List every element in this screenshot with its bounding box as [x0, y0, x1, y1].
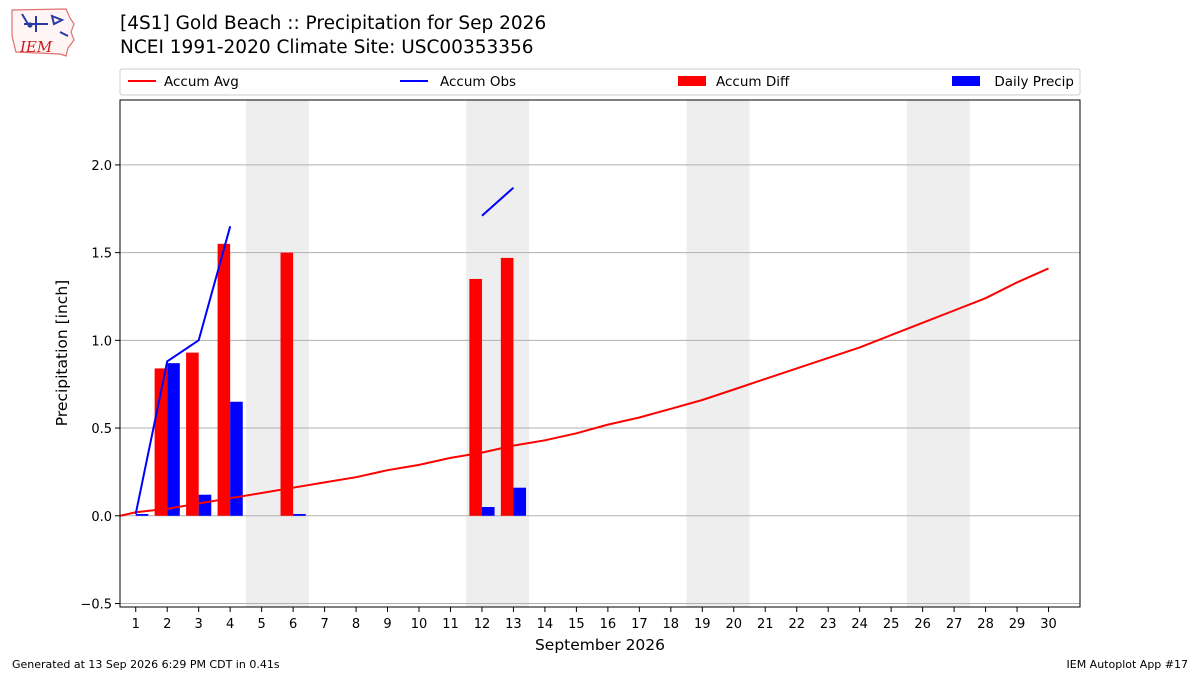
x-tick-label: 15 [568, 617, 585, 632]
x-axis-label: September 2026 [535, 636, 665, 654]
bar-series [135, 243, 527, 516]
daily-precip-bar [481, 507, 495, 516]
x-tick-label: 7 [320, 617, 328, 632]
x-tick-label: 14 [537, 617, 554, 632]
logo-text: IEM [19, 38, 53, 56]
weekend-shading [245, 100, 970, 607]
x-tick-label: 30 [1040, 617, 1057, 632]
chart-subtitle: NCEI 1991-2020 Climate Site: USC00353356 [120, 37, 534, 58]
legend: Accum Avg Accum Obs Accum Diff Daily Precip [119, 68, 1081, 96]
legend-swatch-daily-precip [952, 76, 980, 86]
grid-lines [120, 164, 1080, 604]
x-tick-label: 13 [505, 617, 522, 632]
accum-diff-bar [217, 243, 231, 516]
x-tick-label: 9 [383, 617, 391, 632]
x-tick-label: 1 [132, 617, 140, 632]
daily-precip-bar [293, 514, 306, 516]
x-tick-label: 3 [195, 617, 203, 632]
x-tick-label: 12 [474, 617, 491, 632]
accum-diff-bar [500, 257, 514, 516]
app-label: IEM Autoplot App #17 [1066, 658, 1189, 671]
legend-label-accum-diff: Accum Diff [716, 74, 790, 90]
weekend-band-4 [906, 100, 970, 607]
daily-precip-bar [198, 494, 212, 516]
x-tick-label: 26 [914, 617, 931, 632]
accum-diff-bar [469, 278, 482, 516]
x-tick-label: 22 [788, 617, 805, 632]
x-tick-label: 24 [851, 617, 868, 632]
y-tick-label: −0.5 [80, 597, 112, 612]
y-axis-label: Precipitation [inch] [53, 280, 71, 426]
x-tick-label: 21 [757, 617, 774, 632]
accum-obs-line [481, 186, 515, 217]
x-tick-label: 25 [883, 617, 900, 632]
daily-precip-bar [513, 487, 527, 516]
line-series [119, 186, 1049, 517]
x-tick-label: 2 [163, 617, 171, 632]
y-tick-label: 0.0 [91, 510, 112, 525]
daily-precip-bar [135, 514, 149, 516]
x-tick-label: 17 [631, 617, 648, 632]
accum-avg-line [119, 267, 1049, 517]
iem-logo: IEM [11, 8, 75, 57]
x-axis: 1 2 3 4 5 6 7 8 9 10 11 12 13 14 15 16 17 18 19 20 21 22 23 24 2… [132, 607, 1057, 632]
y-axis: −0.5 0.0 0.5 1.0 1.5 2.0 [80, 159, 120, 612]
x-tick-label: 18 [663, 617, 680, 632]
daily-precip-bar [167, 363, 180, 516]
weather-station-icon [21, 13, 69, 37]
station-dot-icon [27, 22, 33, 28]
accum-diff-bar [186, 352, 199, 516]
legend-label-accum-obs: Accum Obs [440, 74, 516, 90]
x-tick-label: 8 [352, 617, 360, 632]
x-tick-label: 23 [820, 617, 837, 632]
x-tick-label: 20 [725, 617, 742, 632]
weekend-band-1 [245, 100, 309, 607]
daily-precip-bar [230, 401, 243, 516]
legend-label-accum-avg: Accum Avg [164, 74, 239, 90]
x-tick-label: 29 [1009, 617, 1026, 632]
x-tick-label: 19 [694, 617, 711, 632]
x-tick-label: 4 [226, 617, 234, 632]
legend-label-daily-precip: Daily Precip [994, 74, 1074, 90]
y-tick-label: 0.5 [91, 422, 112, 437]
x-tick-label: 11 [442, 617, 459, 632]
x-tick-label: 5 [257, 617, 265, 632]
y-tick-label: 1.0 [91, 334, 112, 349]
plot-frame [119, 99, 1081, 608]
chart-title: [4S1] Gold Beach :: Precipitation for Se… [120, 13, 547, 34]
legend-swatch-accum-diff [678, 76, 706, 86]
x-tick-label: 28 [977, 617, 994, 632]
y-tick-label: 1.5 [91, 247, 112, 262]
legend-box [119, 68, 1081, 96]
x-tick-label: 10 [411, 617, 428, 632]
y-tick-label: 2.0 [91, 159, 112, 174]
accum-diff-bar [280, 252, 294, 516]
x-tick-label: 27 [946, 617, 963, 632]
accum-obs-line [134, 226, 232, 515]
weekend-band-3 [686, 100, 750, 607]
x-tick-label: 16 [600, 617, 617, 632]
x-tick-label: 6 [289, 617, 297, 632]
generated-timestamp: Generated at 13 Sep 2026 6:29 PM CDT in … [12, 658, 280, 671]
